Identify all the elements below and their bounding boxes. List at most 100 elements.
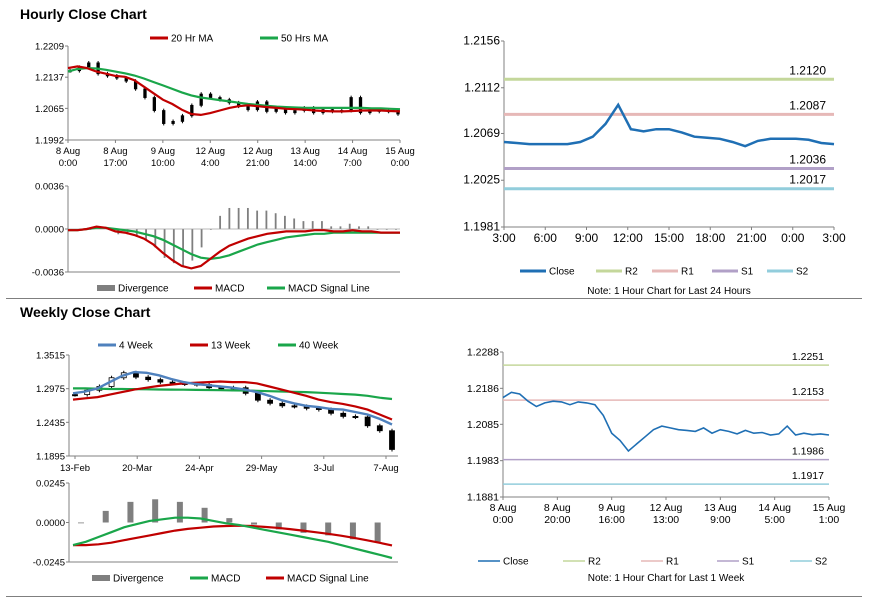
weekly-macd-divergence-bar	[374, 522, 381, 542]
hourly-pivot-level-label-r1: 1.2087	[789, 98, 826, 112]
hourly-price-candle-body	[208, 93, 213, 98]
hourly-price-candle-body	[143, 88, 147, 98]
weekly-price-candle-body	[376, 425, 383, 432]
hourly-macd-divergence-bar	[163, 229, 166, 258]
hourly-price-x-tick-label: 10:00	[151, 158, 175, 169]
hourly-pivot-legend-r2-label: R2	[625, 267, 638, 278]
hourly-macd-divergence-bar	[358, 226, 360, 229]
hourly-macd-divergence-bar	[219, 215, 222, 229]
hourly-pivot-legend-close-label: Close	[549, 267, 575, 278]
weekly-pivot-x-tick-label: 15 Aug	[813, 502, 846, 514]
weekly-price-candle-body	[340, 412, 347, 417]
weekly-pivot-y-tick-label: 1.2085	[467, 419, 499, 431]
weekly-pivot-close-line	[502, 391, 830, 453]
hourly-macd-divergence-bar	[330, 226, 333, 229]
weekly-macd-divergence-bar	[251, 522, 258, 525]
weekly-price-candle-body	[157, 379, 164, 383]
hourly-pivot-x-tick-label: 15:00	[654, 231, 684, 245]
hourly-price-x-tick-label: 4:00	[201, 158, 220, 169]
hourly-macd-legend-signal-label: MACD Signal Line	[288, 284, 370, 295]
weekly-price-candle-body	[254, 392, 261, 401]
hourly-macd-divergence-bar	[274, 213, 277, 229]
weekly-price-x-tick-label: 7-Aug	[373, 463, 398, 474]
weekly-price-x-tick-label: 24-Apr	[185, 463, 214, 474]
hourly-macd-divergence-bar	[154, 229, 157, 248]
weekly-macd-divergence-bar	[300, 522, 307, 533]
hourly-macd-divergence-bar	[302, 221, 305, 229]
weekly-macd-macd-line	[72, 516, 393, 560]
hourly-macd-divergence-bar	[256, 210, 259, 229]
hourly-price-ma20-line	[67, 65, 401, 117]
hourly-pivot-level-label-s2: 1.2017	[789, 173, 826, 187]
weekly-price-w40-line	[73, 387, 393, 401]
weekly-pivot-x-tick-label: 16:00	[599, 514, 625, 526]
hourly-pivot-legend-s2-label: S2	[796, 267, 809, 278]
weekly-macd-y-tick-label: 0.0245	[36, 479, 65, 490]
weekly-pivot-x-tick-label: 9:00	[710, 514, 731, 526]
weekly-pivot-legend-r1-label: R1	[666, 557, 679, 568]
hourly-macd-divergence-bar	[367, 226, 370, 229]
hourly-price-x-tick-label: 0:00	[59, 158, 78, 169]
weekly-macd-divergence-bar	[201, 507, 208, 523]
weekly-macd-divergence-bar	[102, 510, 109, 523]
hourly-pivot-y-tick-label: 1.2069	[463, 126, 500, 140]
section-separator	[6, 298, 862, 299]
hourly-pivot-x-tick-label: 0:00	[781, 231, 805, 245]
hourly-price-candle-body	[274, 108, 278, 112]
hourly-pivot-y-tick-label: 1.2025	[463, 173, 500, 187]
hourly-price-candle-body	[358, 97, 363, 114]
hourly-macd-divergence-bar	[321, 221, 323, 229]
weekly-pivot-level-label-s2: 1.1917	[792, 470, 824, 482]
weekly-macd-divergence-bar	[349, 522, 356, 540]
weekly-price-candle-body	[279, 402, 286, 407]
weekly-pivot-x-tick-label: 12 Aug	[650, 502, 683, 514]
hourly-price-legend-ma50-label: 50 Hrs MA	[281, 34, 329, 45]
hourly-macd-y-tick-label: 0.0000	[35, 225, 64, 236]
weekly-pivot-x-tick-label: 20:00	[544, 514, 570, 526]
hourly-macd-y-tick-label: 0.0036	[35, 182, 64, 193]
hourly-pivot-x-tick-label: 18:00	[695, 231, 725, 245]
hourly-price-x-tick-label: 8 Aug	[103, 146, 127, 157]
hourly-pivot-y-tick-label: 1.2112	[464, 80, 500, 94]
hourly-macd-divergence-bar	[191, 229, 194, 261]
weekly-price-y-tick-label: 1.2435	[36, 418, 65, 429]
hourly-pivot-close-line	[503, 102, 835, 148]
weekly-macd-legend-macd-label: MACD	[211, 574, 240, 585]
weekly-pivot-legend-s2-label: S2	[815, 557, 828, 568]
weekly-pivot-legend-close-label: Close	[503, 557, 529, 568]
hourly-price-x-tick-label: 9 Aug	[151, 146, 175, 157]
hourly-pivot-x-tick-label: 21:00	[736, 231, 766, 245]
hourly-macd-divergence-bar	[293, 218, 296, 229]
hourly-price-candle-body	[171, 120, 175, 124]
weekly-pivot-y-tick-label: 1.2288	[467, 347, 499, 359]
weekly-macd-legend-signal-label: MACD Signal Line	[287, 574, 369, 585]
hourly-price-ma50-line	[67, 66, 401, 111]
hourly-pivot-legend-r1-label: R1	[681, 267, 694, 278]
hourly-price-y-tick-label: 1.2065	[35, 104, 64, 115]
weekly-price-candle-body	[169, 381, 176, 384]
weekly-price-w4-line	[72, 370, 393, 426]
hourly-pivot-y-tick-label: 1.1981	[463, 220, 500, 234]
weekly-price-candle-body	[145, 376, 152, 381]
weekly-price-candle-body	[267, 399, 273, 404]
weekly-pivot-x-tick-label: 8 Aug	[490, 502, 517, 514]
weekly-price-w13-line	[72, 380, 393, 421]
hourly-price-candle-body	[87, 62, 91, 68]
hourly-macd-divergence-bar	[339, 226, 342, 229]
hourly-pivot-legend-s1-label: S1	[741, 267, 754, 278]
hourly-price-x-tick-label: 15 Aug	[385, 146, 415, 157]
weekly-pivot-x-tick-label: 13 Aug	[704, 502, 737, 514]
weekly-pivot-x-tick-label: 8 Aug	[544, 502, 571, 514]
weekly-pivot-level-label-s1: 1.1986	[792, 446, 824, 458]
weekly-price-candle-body	[352, 416, 359, 419]
weekly-pivot-x-tick-label: 9 Aug	[598, 502, 625, 514]
hourly-macd-divergence-bar	[265, 210, 268, 229]
hourly-pivot-x-tick-label: 9:00	[575, 231, 599, 245]
hourly-macd-macd-line	[68, 225, 400, 270]
weekly-macd-y-tick-label: 0.0000	[36, 518, 65, 529]
weekly-pivot-x-tick-label: 5:00	[764, 514, 785, 526]
hourly-macd-signal-line	[68, 226, 400, 261]
bottom-separator	[6, 596, 862, 597]
weekly-price-legend-13week-label: 13 Week	[211, 341, 251, 352]
